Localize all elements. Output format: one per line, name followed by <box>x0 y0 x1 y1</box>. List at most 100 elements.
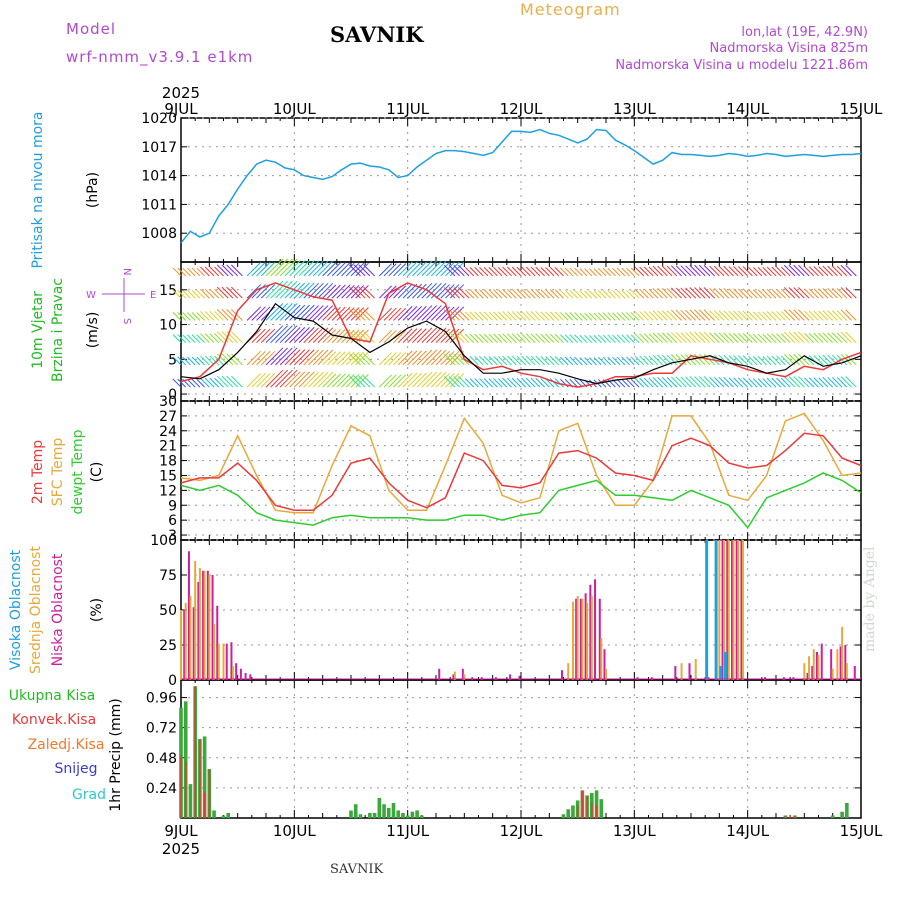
wind-barb <box>275 280 293 299</box>
wind-barb <box>521 266 531 277</box>
wind-barb <box>574 356 583 366</box>
wind-barb <box>216 308 229 321</box>
wind-barb <box>317 305 334 321</box>
temp-unit-label: (C) <box>89 462 105 483</box>
wind-barb <box>788 264 800 277</box>
wind-barb <box>780 311 791 321</box>
temp-2m-line <box>180 432 862 511</box>
wind-barb <box>251 350 266 366</box>
wind-barb <box>402 261 418 277</box>
precip-legend-2: Zaledj.Kisa <box>28 737 105 753</box>
wind-barb <box>766 355 777 366</box>
wind-barb <box>827 310 838 321</box>
wind-barb <box>516 311 527 321</box>
wind-barb <box>256 261 271 277</box>
wind-barb <box>554 289 564 299</box>
wind-barb <box>341 374 355 388</box>
wind-barb <box>430 371 447 388</box>
wind-barb <box>666 265 678 277</box>
wind-barb <box>597 290 607 299</box>
wind-barb <box>303 282 319 299</box>
wind-barb <box>634 333 645 343</box>
pressure-ytick-label: 1008 <box>141 226 177 242</box>
wind-barb <box>822 288 834 299</box>
wind-barb <box>584 335 593 343</box>
wind-barb <box>502 311 512 321</box>
wind-barb <box>742 288 753 299</box>
wind-barb <box>840 353 852 366</box>
wind-barb <box>331 284 346 299</box>
wind-barb <box>303 371 319 388</box>
precip-total-bar <box>599 799 604 818</box>
wind-barb <box>845 287 857 299</box>
wind-barb <box>621 356 630 366</box>
wind-barb <box>349 353 361 366</box>
wind-barb <box>260 284 276 299</box>
precip-ytick-label: 0.96 <box>146 691 177 707</box>
wind-barb <box>521 288 531 299</box>
wind-barb <box>737 332 749 343</box>
wind-barb <box>279 369 298 388</box>
wind-barb <box>545 333 555 343</box>
wind-barb <box>593 268 602 277</box>
wind-barb <box>713 288 725 299</box>
wind-barb <box>593 290 602 299</box>
wind-barb <box>840 287 852 299</box>
wind-barb <box>685 287 697 299</box>
wind-barb <box>813 310 824 321</box>
wind-barb <box>616 356 626 366</box>
wind-barb <box>322 351 337 366</box>
wind-barb <box>345 307 360 321</box>
wind-barb <box>831 265 843 277</box>
wind-barb <box>694 376 706 388</box>
wind-barb <box>689 309 701 321</box>
wind-barb <box>671 332 682 343</box>
wind-barb <box>341 307 355 321</box>
wind-barb <box>430 349 447 366</box>
wind-barb <box>402 372 418 388</box>
wind-barb <box>788 287 800 299</box>
wind-barb <box>336 262 351 277</box>
wind-barb <box>602 267 612 277</box>
wind-barb <box>474 333 484 343</box>
wind-barb <box>733 355 744 366</box>
wind-barb <box>353 375 366 388</box>
top-date-label: 15JUL <box>840 100 883 118</box>
wind-barb <box>652 310 664 321</box>
precip-total-bar <box>571 805 575 818</box>
wind-barb <box>293 327 310 343</box>
precip-total-bar <box>420 815 424 818</box>
wind-barb <box>298 282 315 299</box>
wind-barb <box>822 354 834 366</box>
wind-barb <box>407 328 423 343</box>
wind-barb <box>713 265 725 277</box>
wind-barb <box>661 288 673 299</box>
wind-barb <box>172 334 182 343</box>
wind-barb <box>426 371 442 388</box>
wind-barb <box>698 309 711 321</box>
wind-barb <box>388 307 402 321</box>
wind-barb <box>798 264 810 277</box>
wind-barb <box>840 264 852 277</box>
wind-barb <box>469 378 479 388</box>
wind-barb <box>776 333 786 343</box>
wind-barb <box>652 288 664 299</box>
wind-barb <box>312 260 329 277</box>
bottom-date-label: 15JUL <box>840 822 883 840</box>
wind-barb <box>818 332 829 343</box>
temp-dew-line <box>180 472 862 529</box>
wind-barb <box>671 287 682 299</box>
wind-barb <box>597 334 607 343</box>
lonlat-label: lon,lat (19E, 42.9N) <box>741 25 868 40</box>
wind-barb <box>521 355 531 366</box>
wind-barb <box>535 311 545 321</box>
wind-barb <box>488 378 498 388</box>
wind-barb <box>737 288 749 299</box>
wind-barb <box>353 353 366 366</box>
wind-barb <box>317 349 334 366</box>
wind-barb <box>226 353 239 366</box>
wind-barb <box>412 328 427 343</box>
wind-barb <box>336 351 351 366</box>
wind-barb <box>479 378 489 388</box>
wind-barb <box>639 333 649 343</box>
